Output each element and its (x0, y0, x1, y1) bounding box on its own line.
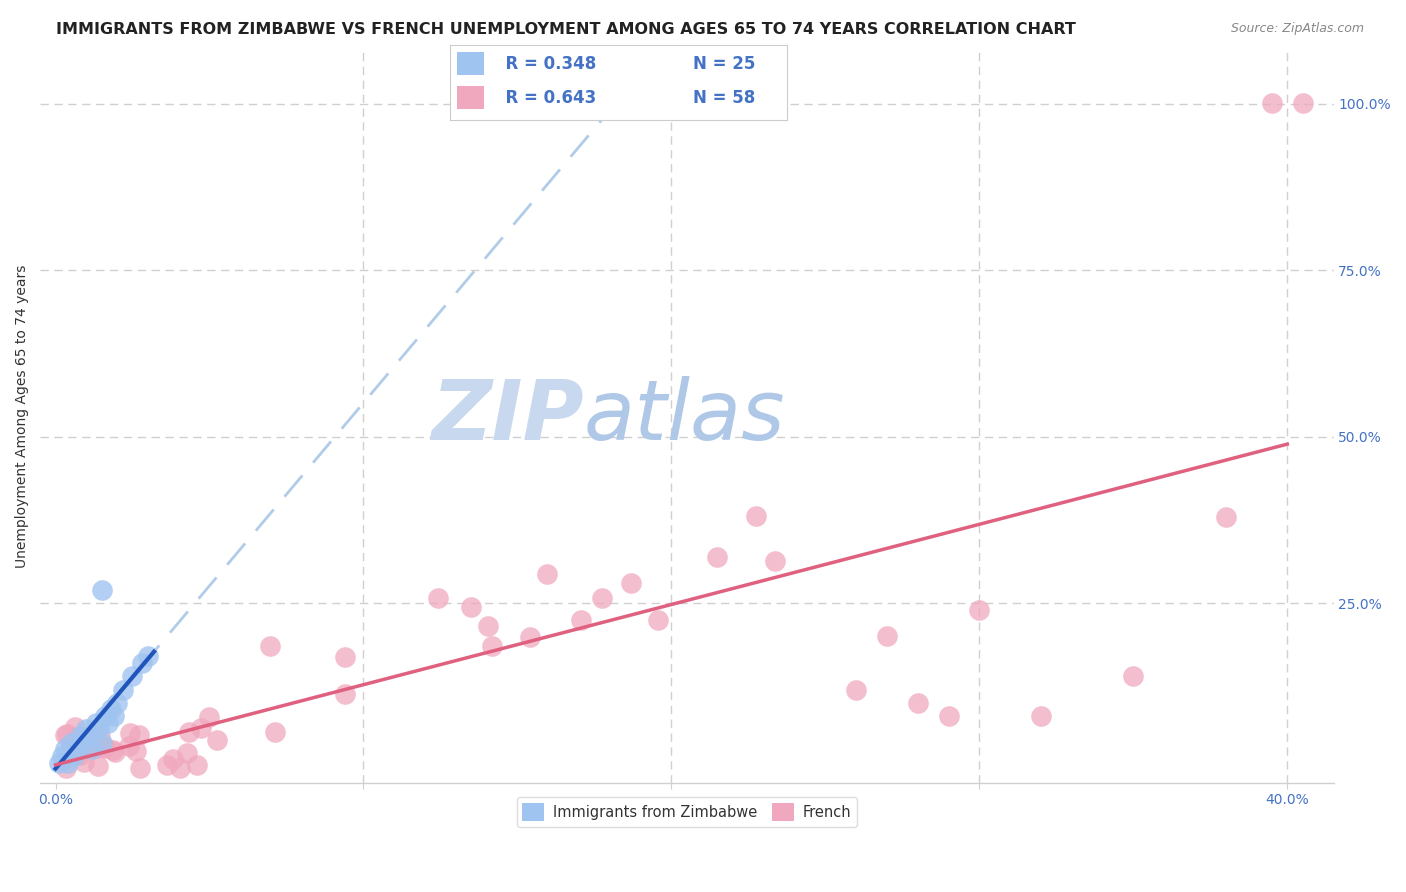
Point (205, 733, 228, 747)
Point (63, 749, 86, 764)
Point (77, 739, 100, 753)
Point (131, 656, 153, 670)
Point (104, 745, 127, 759)
Text: IMMIGRANTS FROM ZIMBABWE VS FRENCH UNEMPLOYMENT AMONG AGES 65 TO 74 YEARS CORREL: IMMIGRANTS FROM ZIMBABWE VS FRENCH UNEMP… (56, 22, 1076, 37)
Point (519, 630, 541, 644)
Bar (457, 87, 484, 109)
Point (51, 749, 73, 764)
Point (969, 602, 991, 616)
Point (87, 759, 110, 773)
Point (176, 747, 198, 761)
Point (647, 614, 669, 628)
Point (55, 761, 77, 775)
Y-axis label: Unemployment Among Ages 65 to 74 years: Unemployment Among Ages 65 to 74 years (15, 265, 30, 568)
Point (90, 736, 112, 750)
Point (156, 758, 179, 772)
Point (136, 649, 159, 664)
Point (198, 710, 221, 724)
Point (65, 741, 87, 756)
Point (124, 744, 146, 758)
Point (620, 576, 643, 591)
Point (101, 743, 124, 757)
Point (69, 729, 91, 743)
Point (186, 758, 208, 772)
Point (94, 709, 117, 723)
Point (75, 733, 97, 747)
Point (56, 727, 79, 741)
Point (460, 600, 482, 615)
Point (745, 508, 768, 523)
Point (1029, 709, 1052, 723)
Point (103, 709, 125, 723)
Point (1215, 509, 1237, 524)
Text: atlas: atlas (583, 376, 785, 458)
Point (179, 725, 201, 739)
Point (87, 723, 110, 737)
Point (63, 720, 86, 734)
Point (89, 729, 111, 743)
Point (72, 736, 94, 750)
Text: N = 58: N = 58 (693, 88, 755, 107)
Point (427, 591, 450, 606)
Text: Source: ZipAtlas.com: Source: ZipAtlas.com (1230, 22, 1364, 36)
Point (93, 740, 115, 755)
Point (335, 687, 357, 701)
Point (128, 728, 150, 742)
Point (536, 567, 558, 582)
Point (53, 742, 76, 756)
Point (333, 650, 356, 665)
Text: ZIP: ZIP (430, 376, 583, 458)
Point (938, 709, 960, 723)
Bar (457, 52, 484, 75)
Point (1122, 669, 1144, 683)
Point (481, 639, 503, 653)
Point (79, 736, 101, 750)
Point (69, 747, 91, 762)
Text: N = 25: N = 25 (693, 54, 755, 72)
Text: R = 0.348: R = 0.348 (494, 54, 596, 72)
Point (56, 756, 79, 770)
Point (1261, 96, 1284, 111)
Point (907, 696, 929, 710)
Point (59, 736, 82, 750)
Point (94, 739, 117, 754)
Point (190, 722, 212, 736)
Point (706, 550, 728, 565)
Point (75, 723, 97, 737)
Point (845, 682, 868, 697)
Point (169, 761, 191, 775)
Point (100, 702, 122, 716)
Point (259, 640, 281, 654)
Point (1292, 96, 1315, 111)
Point (84, 740, 107, 755)
Point (591, 591, 613, 605)
Point (763, 554, 786, 568)
Point (73, 756, 96, 770)
Point (162, 752, 184, 766)
Point (97, 715, 120, 730)
Point (105, 696, 128, 710)
Point (66, 742, 89, 756)
Text: R = 0.643: R = 0.643 (494, 88, 596, 107)
Point (118, 726, 141, 740)
Point (569, 613, 592, 627)
Point (112, 682, 135, 697)
Point (82, 742, 104, 756)
Point (121, 669, 143, 683)
Legend: Immigrants from Zimbabwe, French: Immigrants from Zimbabwe, French (516, 797, 858, 827)
Point (264, 725, 287, 739)
Point (84, 715, 107, 730)
Point (79, 729, 101, 743)
Point (876, 629, 898, 643)
Point (48, 756, 70, 770)
Point (90, 582, 112, 597)
Point (128, 761, 150, 775)
Point (477, 619, 499, 633)
Point (118, 739, 141, 753)
Point (53, 728, 76, 742)
